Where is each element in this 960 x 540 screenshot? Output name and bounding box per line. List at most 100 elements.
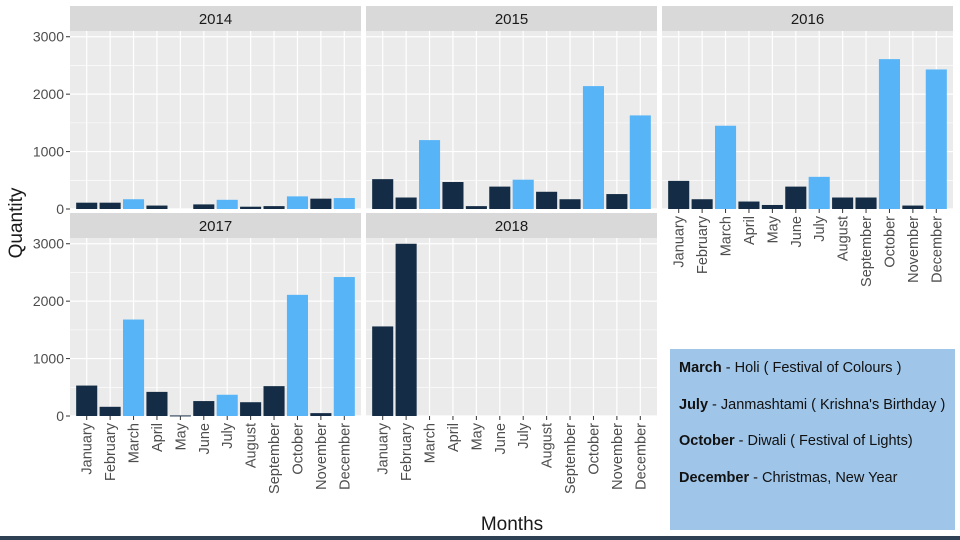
x-tick-label: July bbox=[812, 215, 828, 242]
x-tick-label: March bbox=[719, 216, 735, 256]
y-tick-label: 2000 bbox=[33, 86, 64, 102]
y-tick-label: 0 bbox=[56, 408, 64, 424]
facet-strip-title: 2017 bbox=[199, 218, 232, 235]
legend-month: July bbox=[679, 396, 709, 413]
bar-2017-april bbox=[146, 391, 168, 416]
x-tick-label: June bbox=[197, 423, 213, 454]
bar-2017-october bbox=[286, 294, 308, 416]
x-tick-label: November bbox=[314, 423, 330, 490]
facet-strip-title: 2018 bbox=[495, 218, 528, 235]
bar-2016-september bbox=[855, 197, 877, 209]
bar-2017-august bbox=[240, 402, 262, 416]
festival-legend: March - Holi ( Festival of Colours ) Jul… bbox=[670, 349, 955, 530]
bar-2015-may bbox=[465, 206, 487, 209]
x-tick-label: April bbox=[150, 423, 166, 452]
x-tick-label: September bbox=[859, 216, 875, 287]
x-tick-label: March bbox=[127, 423, 143, 463]
y-tick-label: 3000 bbox=[33, 29, 64, 45]
x-tick-label: April bbox=[446, 423, 462, 452]
bar-2016-december bbox=[925, 69, 947, 209]
bar-2017-september bbox=[263, 386, 285, 416]
bar-2014-january bbox=[76, 202, 98, 209]
bar-2016-june bbox=[785, 186, 807, 209]
facet-strip bbox=[662, 6, 953, 31]
bar-2015-april bbox=[442, 182, 464, 209]
bar-2017-february bbox=[99, 406, 121, 416]
x-tick-label: February bbox=[695, 215, 711, 274]
x-tick-label: October bbox=[290, 423, 306, 475]
bar-2014-july bbox=[216, 199, 238, 209]
legend-event: - Holi ( Festival of Colours ) bbox=[721, 360, 902, 376]
bar-2015-december bbox=[629, 115, 651, 209]
x-tick-label: January bbox=[376, 422, 392, 474]
x-tick-label: February bbox=[103, 422, 119, 481]
facet-strip-title: 2016 bbox=[791, 11, 824, 28]
bar-2017-december bbox=[333, 277, 355, 416]
x-tick-label: November bbox=[610, 423, 626, 490]
x-tick-label: August bbox=[540, 423, 556, 468]
bar-2016-july bbox=[808, 176, 830, 209]
x-tick-label: May bbox=[469, 422, 485, 450]
bar-2014-february bbox=[99, 202, 121, 209]
legend-item-december: December - Christmas, New Year bbox=[679, 469, 947, 488]
x-tick-label: January bbox=[80, 422, 96, 474]
x-tick-label: May bbox=[173, 422, 189, 450]
x-axis-title: Months bbox=[481, 514, 543, 535]
bar-2014-november bbox=[310, 198, 332, 209]
x-tick-label: January bbox=[672, 215, 688, 267]
bar-2016-february bbox=[691, 199, 713, 209]
panel-background bbox=[366, 31, 657, 209]
panel-background bbox=[70, 238, 361, 416]
bar-2016-may bbox=[761, 204, 783, 209]
x-tick-label: December bbox=[337, 423, 353, 490]
legend-item-march: March - Holi ( Festival of Colours ) bbox=[679, 359, 947, 378]
y-tick-label: 3000 bbox=[33, 236, 64, 252]
bar-2014-march bbox=[123, 199, 145, 209]
bar-2015-october bbox=[582, 86, 604, 209]
x-tick-label: July bbox=[516, 422, 532, 449]
bar-2016-january bbox=[668, 180, 690, 209]
bar-2014-april bbox=[146, 205, 168, 209]
x-tick-label: August bbox=[244, 423, 260, 468]
bar-2017-november bbox=[310, 413, 332, 416]
bar-2015-january bbox=[372, 179, 394, 209]
bar-2014-june bbox=[193, 204, 215, 209]
bar-2015-july bbox=[512, 179, 534, 209]
bar-2015-november bbox=[606, 194, 628, 209]
facet-strip bbox=[70, 213, 361, 238]
x-tick-label: August bbox=[836, 216, 852, 261]
y-tick-label: 1000 bbox=[33, 144, 64, 160]
legend-item-october: October - Diwali ( Festival of Lights) bbox=[679, 432, 947, 451]
bar-2017-june bbox=[193, 401, 215, 416]
bar-2015-february bbox=[395, 197, 417, 209]
bar-2016-october bbox=[878, 59, 900, 209]
y-tick-label: 1000 bbox=[33, 351, 64, 367]
bar-2015-march bbox=[419, 140, 441, 209]
bar-2018-january bbox=[372, 326, 394, 416]
legend-event: - Diwali ( Festival of Lights) bbox=[734, 433, 913, 450]
bar-2017-january bbox=[76, 385, 98, 416]
legend-item-july: July - Janmashtami ( Krishna's Birthday … bbox=[679, 396, 947, 415]
x-tick-label: March bbox=[423, 423, 439, 463]
bar-2016-november bbox=[902, 205, 924, 209]
bar-2014-october bbox=[286, 196, 308, 209]
x-tick-label: November bbox=[906, 216, 922, 283]
bar-2014-september bbox=[263, 206, 285, 209]
legend-month: October bbox=[679, 433, 735, 450]
facet-strip bbox=[366, 213, 657, 238]
legend-event: - Christmas, New Year bbox=[749, 469, 898, 486]
slide-bottom-bar bbox=[0, 536, 960, 540]
y-tick-label: 0 bbox=[56, 201, 64, 217]
x-tick-label: September bbox=[563, 423, 579, 494]
bar-2016-august bbox=[832, 197, 854, 209]
x-tick-label: December bbox=[929, 216, 945, 283]
x-tick-label: October bbox=[882, 216, 898, 268]
bar-2015-august bbox=[536, 191, 558, 209]
x-tick-label: April bbox=[742, 216, 758, 245]
bar-2015-june bbox=[489, 186, 511, 209]
y-axis-title: Quantity bbox=[6, 187, 27, 258]
legend-month: March bbox=[679, 360, 722, 376]
x-tick-label: June bbox=[493, 423, 509, 454]
facet-strip-title: 2015 bbox=[495, 11, 528, 28]
